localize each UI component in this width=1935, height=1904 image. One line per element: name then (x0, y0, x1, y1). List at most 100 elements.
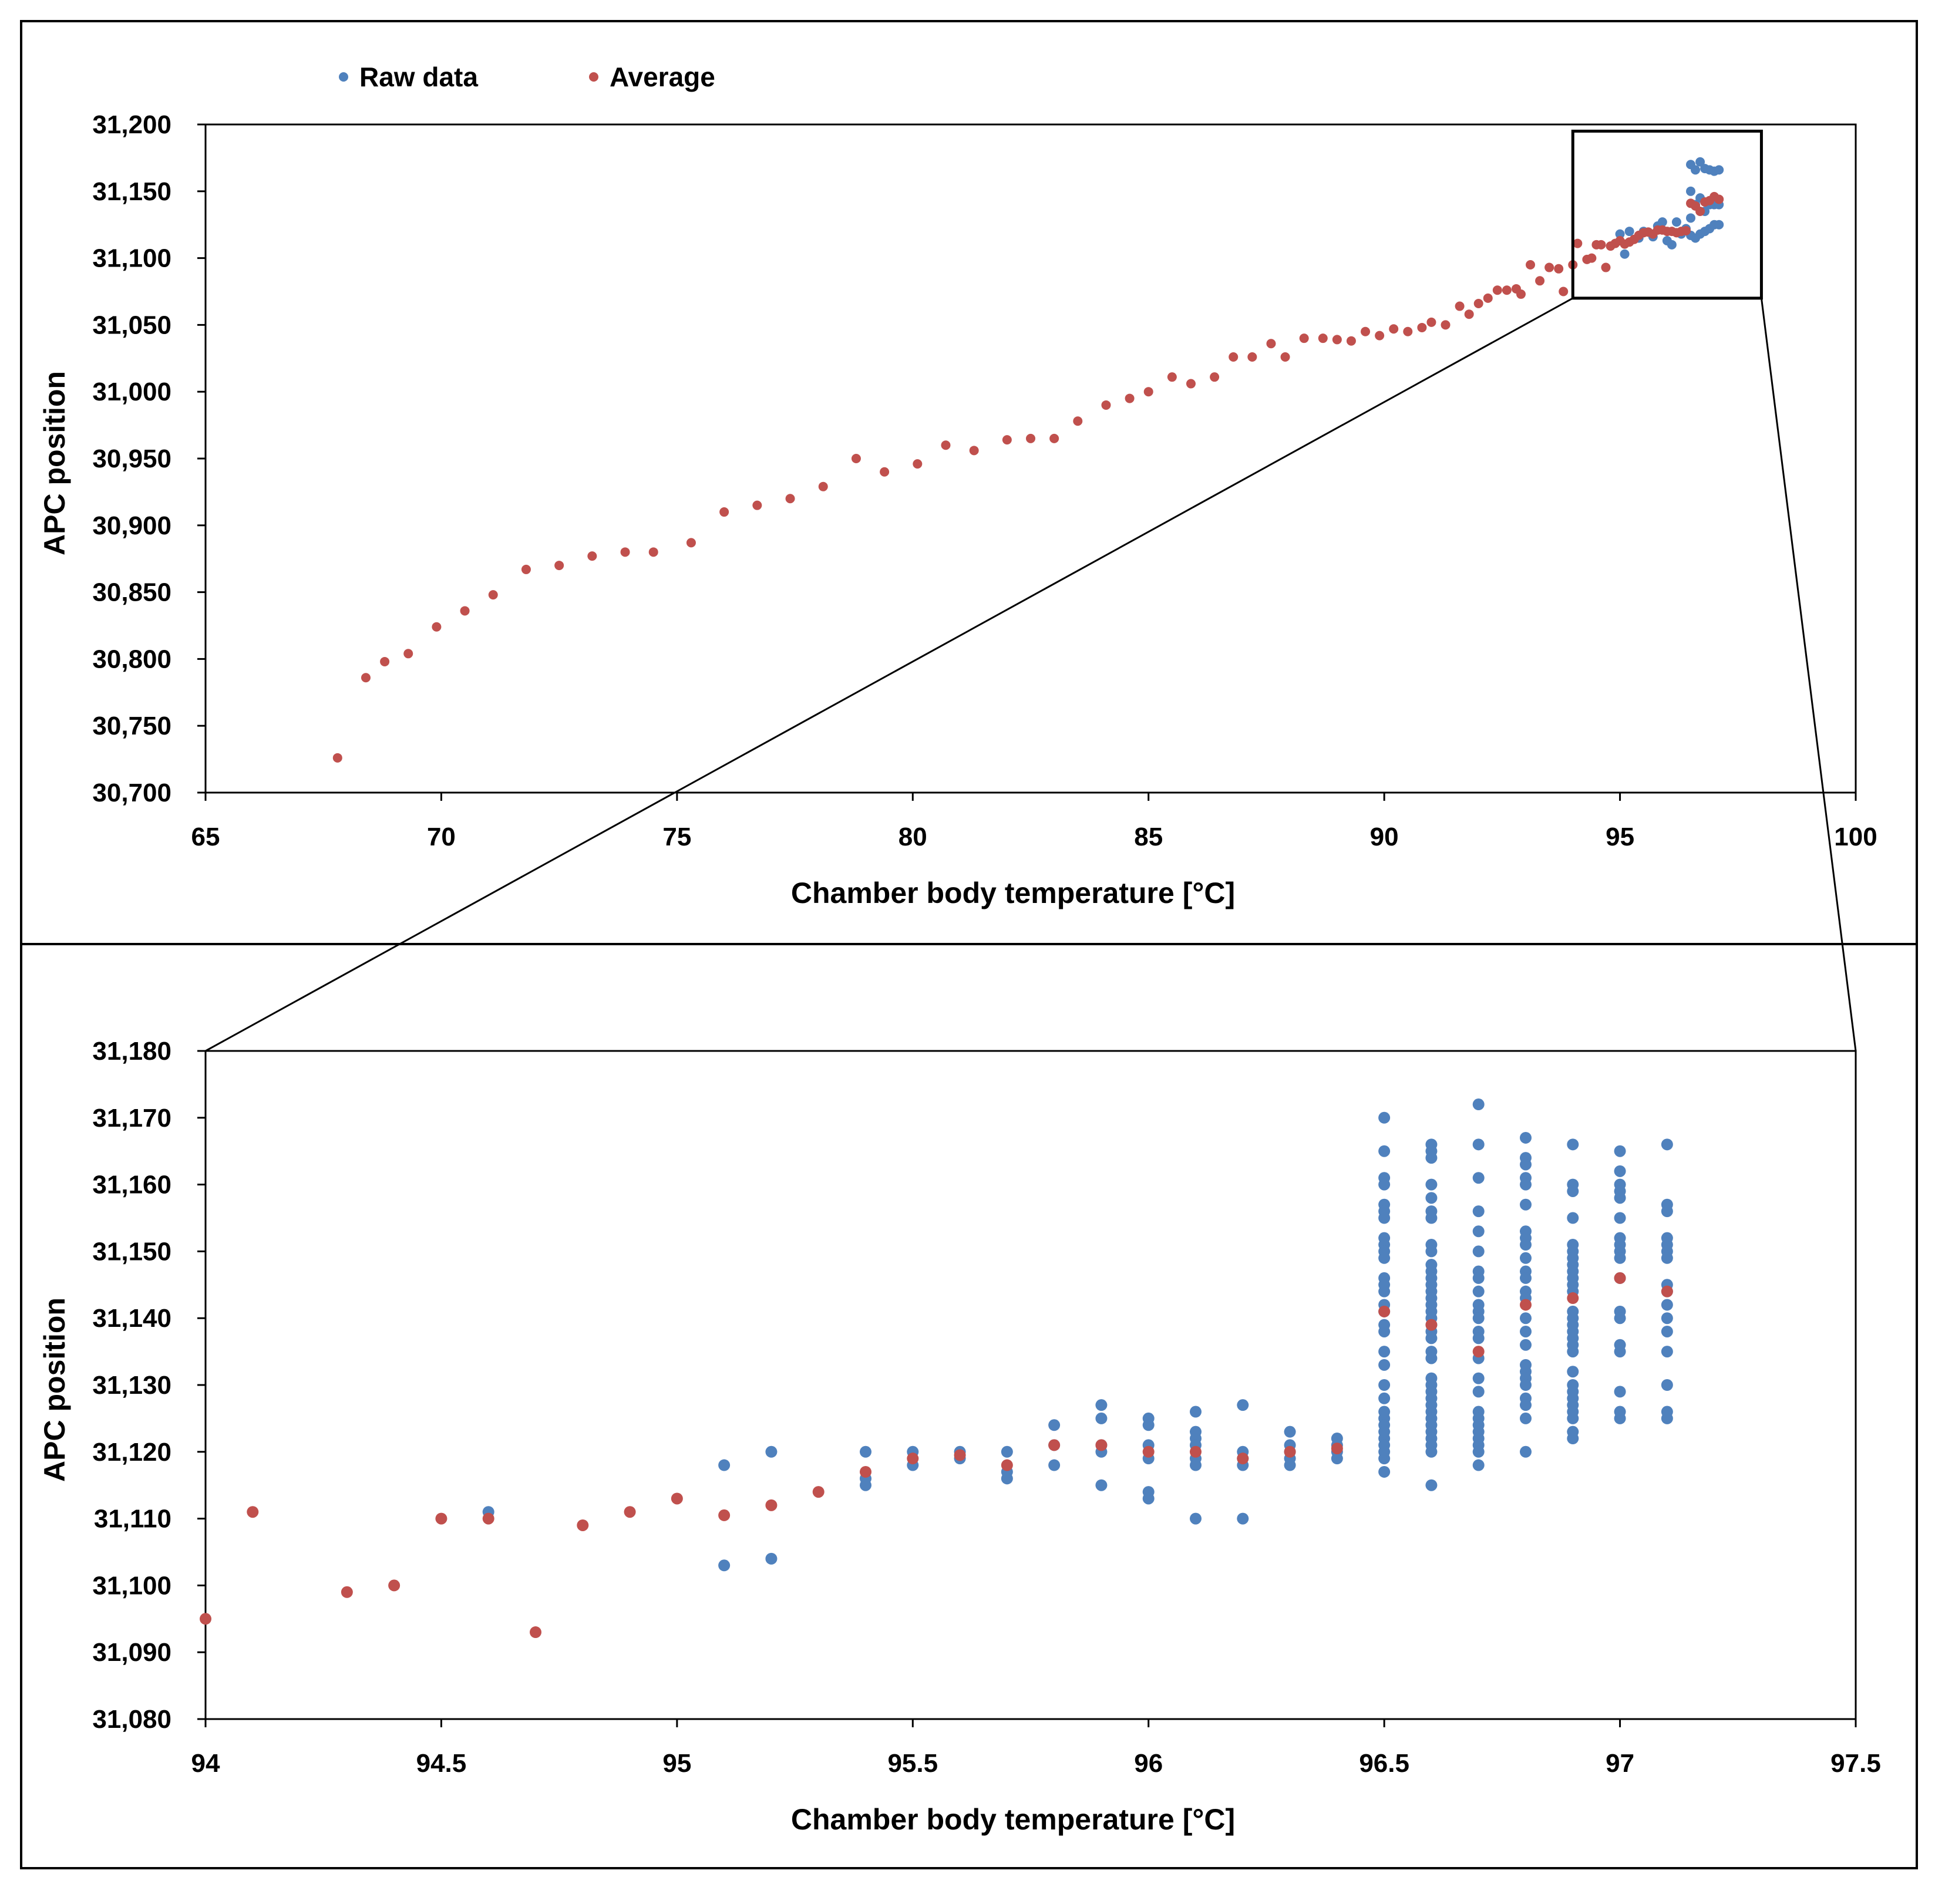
zoom-xtick-label: 94.5 (416, 1749, 467, 1778)
zoom-raw-data-point (1284, 1459, 1296, 1471)
zoom-raw-data-point (1520, 1325, 1532, 1337)
zoom-raw-data-point (765, 1552, 778, 1565)
zoom-raw-data-point (1661, 1205, 1673, 1218)
zoom-raw-data-point (1520, 1158, 1532, 1171)
overview-average-point (1596, 240, 1606, 250)
overview-average-point (1186, 379, 1196, 389)
zoom-average-point (1001, 1459, 1013, 1471)
zoom-ytick-label: 31,170 (92, 1104, 171, 1133)
overview-ytick-label: 30,900 (92, 511, 171, 540)
zoom-raw-data-point (1567, 1346, 1579, 1358)
zoom-average-point (1095, 1439, 1108, 1451)
overview-raw-data-point (1691, 165, 1701, 175)
zoom-raw-data-point (1472, 1098, 1485, 1111)
zoom-average-point (530, 1626, 541, 1639)
legend-raw-marker (339, 72, 348, 82)
zoom-raw-data-point (1614, 1165, 1626, 1177)
overview-average-point (719, 507, 729, 517)
zoom-raw-data-point (1472, 1459, 1485, 1471)
zoom-xtick-label: 94 (191, 1749, 220, 1778)
overview-average-point (1389, 324, 1399, 334)
overview-average-point (1695, 206, 1705, 216)
overview-average-point (1266, 339, 1276, 349)
overview-ytick-label: 31,150 (92, 177, 171, 206)
overview-raw-data-point (1624, 227, 1634, 237)
overview-raw-data-point (1667, 240, 1677, 250)
zoom-raw-data-point (1378, 1453, 1391, 1465)
zoom-raw-data-point (1614, 1252, 1626, 1264)
zoom-average-point (388, 1579, 401, 1592)
overview-average-point (620, 547, 630, 557)
overview-average-point (1587, 253, 1597, 263)
zoom-raw-data-point (1472, 1205, 1485, 1218)
zoom-ytick-label: 31,160 (92, 1171, 171, 1199)
zoom-xtick-label: 95 (662, 1749, 691, 1778)
overview-ytick-label: 30,800 (92, 645, 171, 673)
zoom-average-point (435, 1512, 447, 1525)
zoom-raw-data-point (1661, 1138, 1673, 1151)
zoom-raw-data-point (1190, 1512, 1202, 1525)
zoom-raw-data-point (1520, 1272, 1532, 1284)
zoom-ytick-label: 31,140 (92, 1304, 171, 1333)
overview-average-point (1375, 331, 1385, 341)
legend: Raw data Average (339, 62, 715, 92)
zoom-raw-data-point (1472, 1386, 1485, 1398)
zoom-raw-data-point (1048, 1419, 1061, 1431)
zoom-raw-data-point (1378, 1346, 1391, 1358)
overview-average-point (1526, 260, 1536, 269)
overview-ytick-label: 30,950 (92, 444, 171, 473)
zoom-raw-data-point (1614, 1212, 1626, 1224)
overview-raw-data-point (1615, 229, 1625, 239)
zoom-raw-data-point (1520, 1178, 1532, 1191)
zoom-raw-data-point (1520, 1312, 1532, 1325)
legend-raw-label: Raw data (359, 62, 478, 92)
zoom-raw-data-point (1378, 1392, 1391, 1404)
zoom-raw-data-point (1472, 1245, 1485, 1258)
zoom-raw-data-point (1237, 1399, 1249, 1411)
zoom-raw-data-point (1661, 1252, 1673, 1264)
zoom-raw-data-point (1661, 1325, 1673, 1337)
zoom-raw-data-point (1520, 1399, 1532, 1411)
overview-average-point (1559, 287, 1569, 296)
zoom-raw-data-point (1472, 1312, 1485, 1325)
overview-ytick-label: 31,050 (92, 311, 171, 339)
overview-average-point (818, 481, 828, 491)
zoom-average-point (1190, 1445, 1202, 1458)
zoom-average-point (341, 1586, 353, 1598)
zoom-average-point (624, 1506, 636, 1518)
overview-average-point (587, 551, 597, 561)
overview-raw-data-point (1695, 157, 1705, 167)
overview-average-point (332, 753, 342, 763)
overview-raw-data-point (1686, 186, 1695, 196)
zoom-xtick-label: 96 (1134, 1749, 1163, 1778)
zoom-raw-data-point (1001, 1472, 1013, 1485)
overview-average-point (851, 454, 861, 463)
zoom-average-point (482, 1512, 494, 1525)
zoom-chart: 31,080 31,090 31,100 31,110 31,120 31,130 31,1… (38, 1037, 1881, 1836)
zoom-y-axis-title: APC position (38, 1298, 71, 1482)
zoom-raw-data-point (1048, 1459, 1061, 1471)
overview-ytick-label: 31,100 (92, 244, 171, 273)
overview-average-point (648, 547, 658, 557)
zoom-raw-data-point (1378, 1252, 1391, 1264)
zoom-average-point (907, 1453, 919, 1465)
zoom-raw-data-point (1378, 1145, 1391, 1157)
overview-average-point (380, 656, 390, 666)
overview-average-point (1002, 435, 1012, 445)
zoom-raw-data-point (1567, 1366, 1579, 1378)
zoom-raw-data-point (1378, 1325, 1391, 1337)
zoom-region-box (1571, 129, 1763, 300)
bottom-panel-frame (20, 943, 1918, 1869)
zoom-average-point (1472, 1346, 1485, 1358)
zoom-raw-data-point (1425, 1212, 1438, 1224)
zoom-plot-area (204, 1050, 1857, 1720)
overview-average-point (521, 564, 531, 574)
overview-raw-data-point (1671, 217, 1681, 227)
legend-avg-label: Average (610, 62, 715, 92)
zoom-ytick-label: 31,130 (92, 1371, 171, 1400)
zoom-raw-data-point (1425, 1178, 1438, 1191)
zoom-raw-data-point (1567, 1212, 1579, 1224)
overview-average-point (1554, 264, 1564, 274)
zoom-raw-data-point (1661, 1379, 1673, 1391)
